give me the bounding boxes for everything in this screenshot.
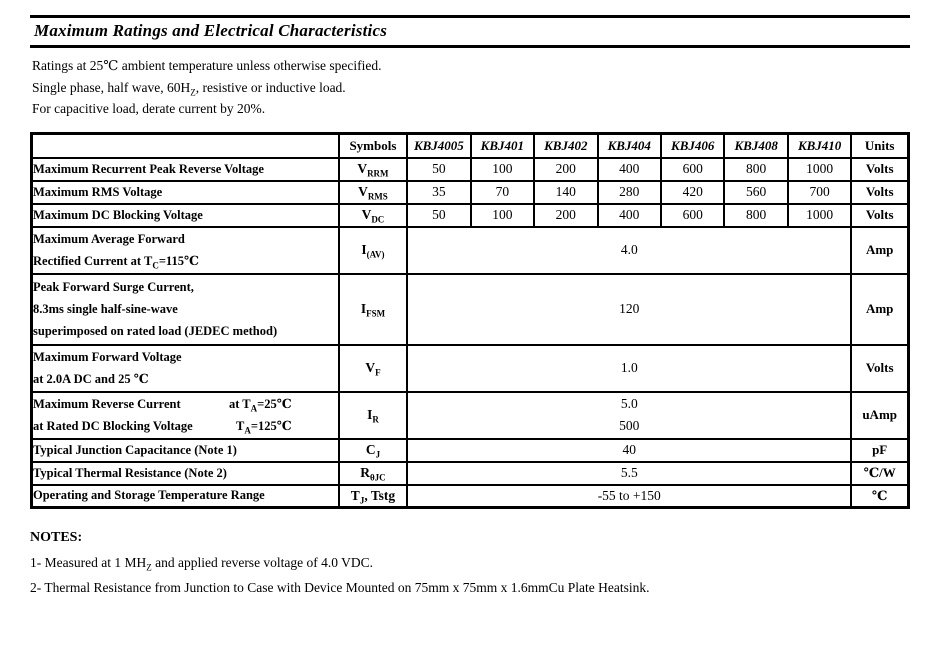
ratings-table: Symbols KBJ4005 KBJ401 KBJ402 KBJ404 KBJ… [30, 132, 910, 509]
param-cell: Maximum RMS Voltage [30, 179, 340, 205]
value-cell: 1000 [786, 156, 853, 182]
value-cell: 70 [469, 179, 536, 205]
symbol-cell: IFSM [337, 272, 409, 346]
symbol-cell: VRMS [337, 179, 409, 205]
table-row: Maximum DC Blocking Voltage VDC 50 100 2… [30, 202, 910, 228]
value-cell: 5.5 [406, 460, 853, 486]
header-param [30, 132, 340, 159]
value-cell: 800 [723, 156, 789, 182]
param-cell: Typical Junction Capacitance (Note 1) [30, 437, 340, 463]
symbol-cell: IR [337, 390, 409, 440]
value-cell: 200 [533, 202, 599, 228]
param-cell: Maximum DC Blocking Voltage [30, 202, 340, 228]
value-cell: 700 [786, 179, 853, 205]
table-row: Maximum Recurrent Peak Reverse Voltage V… [30, 156, 910, 182]
symbol-cell: CJ [337, 437, 409, 463]
unit-cell: ℃ [850, 483, 910, 509]
symbol-cell: VDC [337, 202, 409, 228]
value-cell: 5.0 500 [406, 390, 853, 440]
note-1: 1- Measured at 1 MHZ and applied reverse… [30, 555, 374, 573]
param-cell: Maximum Average Forward Rectified Curren… [30, 225, 340, 275]
table-row: Typical Thermal Resistance (Note 2) RθJC… [30, 460, 910, 486]
value-cell: 100 [469, 202, 536, 228]
notes-section: NOTES: 1- Measured at 1 MHZ and applied … [30, 530, 910, 595]
notes-heading: NOTES: [30, 530, 83, 545]
symbol-cell: VF [337, 343, 409, 393]
param-cell: Maximum Reverse Current at TA=25℃ at Rat… [30, 390, 340, 440]
header-model: KBJ408 [723, 132, 789, 159]
symbol-cell: I(AV) [337, 225, 409, 275]
table-row: Maximum Average Forward Rectified Curren… [30, 225, 910, 275]
table-row: Operating and Storage Temperature Range … [30, 483, 910, 509]
symbol-cell: TJ, Tstg [337, 483, 409, 509]
symbol-cell: VRRM [337, 156, 409, 182]
value-cell: 1000 [786, 202, 853, 228]
table-row: Maximum Forward Voltage at 2.0A DC and 2… [30, 343, 910, 393]
unit-cell: Volts [850, 202, 910, 228]
unit-cell: Amp [850, 225, 910, 275]
intro-line-1: Ratings at 25℃ ambient temperature unles… [32, 58, 382, 73]
header-model: KBJ410 [786, 132, 853, 159]
header-symbols: Symbols [337, 132, 409, 159]
intro-section: Ratings at 25℃ ambient temperature unles… [30, 59, 910, 116]
value-cell: 120 [406, 272, 853, 346]
unit-cell: Volts [850, 343, 910, 393]
value-cell: 1.0 [406, 343, 853, 393]
intro-line-2: Single phase, half wave, 60HZ, resistive… [32, 79, 346, 98]
header-model: KBJ404 [596, 132, 662, 159]
unit-cell: Amp [850, 272, 910, 346]
value-cell: 35 [406, 179, 472, 205]
value-cell: 50 [406, 156, 472, 182]
header-model: KBJ401 [469, 132, 536, 159]
value-cell: 40 [406, 437, 853, 463]
table-row: Maximum Reverse Current at TA=25℃ at Rat… [30, 390, 910, 440]
unit-cell: uAmp [850, 390, 910, 440]
header-model: KBJ406 [659, 132, 726, 159]
value-cell: 100 [469, 156, 536, 182]
value-cell: 200 [533, 156, 599, 182]
table-row: Typical Junction Capacitance (Note 1) CJ… [30, 437, 910, 463]
param-cell: Maximum Recurrent Peak Reverse Voltage [30, 156, 340, 182]
unit-cell: Volts [850, 156, 910, 182]
header-model: KBJ4005 [406, 132, 472, 159]
intro-line-3: For capacitive load, derate current by 2… [32, 101, 266, 116]
table-row: Peak Forward Surge Current, 8.3ms single… [30, 272, 910, 346]
param-cell: Peak Forward Surge Current, 8.3ms single… [30, 272, 340, 346]
value-cell: 420 [659, 179, 726, 205]
param-cell: Maximum Forward Voltage at 2.0A DC and 2… [30, 343, 340, 393]
value-cell: 140 [533, 179, 599, 205]
value-cell: 400 [596, 156, 662, 182]
value-cell: 600 [659, 156, 726, 182]
header-units: Units [850, 132, 910, 159]
unit-cell: ℃/W [850, 460, 910, 486]
param-cell: Typical Thermal Resistance (Note 2) [30, 460, 340, 486]
value-cell: -55 to +150 [406, 483, 853, 509]
param-cell: Operating and Storage Temperature Range [30, 483, 340, 509]
value-cell: 800 [723, 202, 789, 228]
header-model: KBJ402 [533, 132, 599, 159]
symbol-cell: RθJC [337, 460, 409, 486]
value-cell: 280 [596, 179, 662, 205]
value-cell: 600 [659, 202, 726, 228]
table-header-row: Symbols KBJ4005 KBJ401 KBJ402 KBJ404 KBJ… [30, 132, 910, 159]
title-block: Maximum Ratings and Electrical Character… [30, 15, 910, 48]
value-cell: 560 [723, 179, 789, 205]
unit-cell: Volts [850, 179, 910, 205]
unit-cell: pF [850, 437, 910, 463]
note-2: 2- Thermal Resistance from Junction to C… [30, 580, 650, 595]
value-cell: 4.0 [406, 225, 853, 275]
table-row: Maximum RMS Voltage VRMS 35 70 140 280 4… [30, 179, 910, 205]
value-cell: 400 [596, 202, 662, 228]
value-cell: 50 [406, 202, 472, 228]
page-title: Maximum Ratings and Electrical Character… [34, 21, 388, 40]
